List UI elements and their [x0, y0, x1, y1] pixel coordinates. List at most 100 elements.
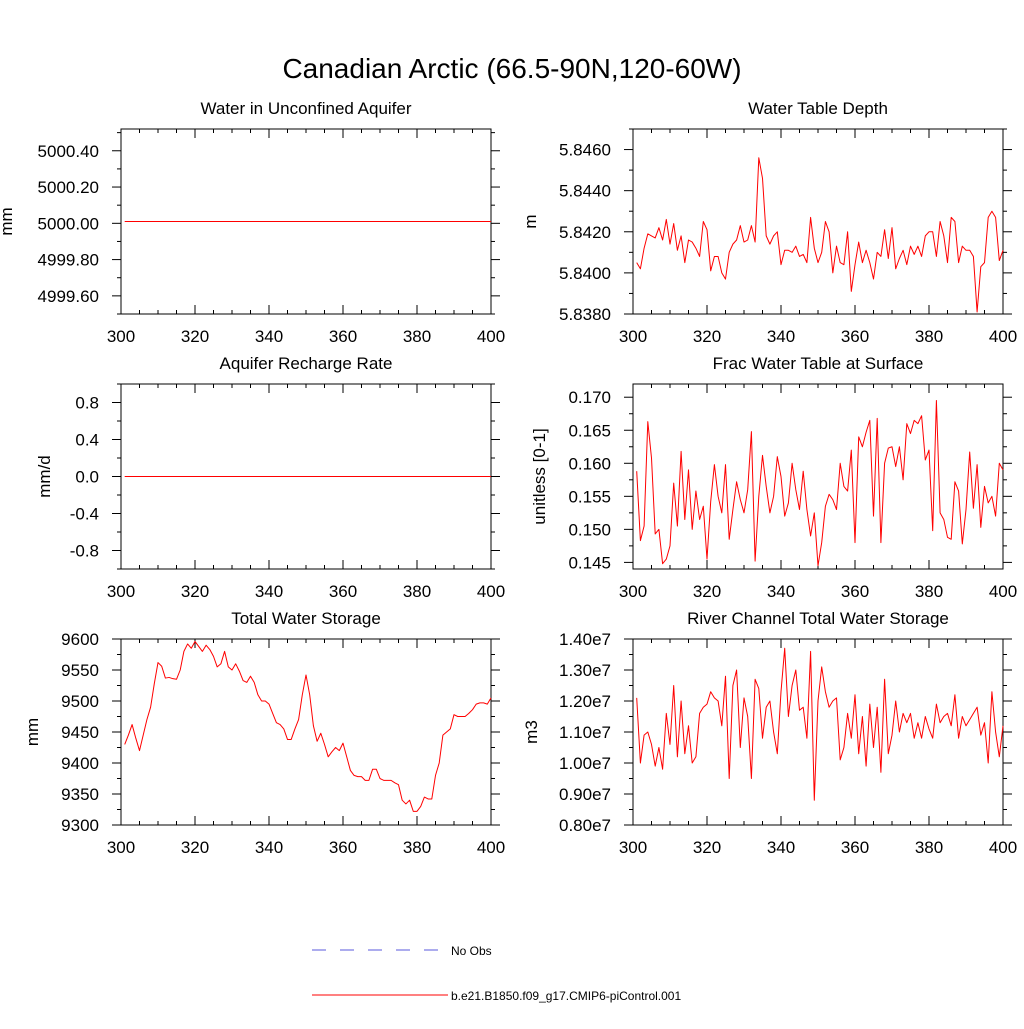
y-axis-label: unitless [0-1] — [530, 428, 549, 524]
x-tick-label: 340 — [255, 327, 283, 346]
x-tick-label: 380 — [915, 838, 943, 857]
x-tick-label: 320 — [693, 327, 721, 346]
x-tick-label: 380 — [403, 838, 431, 857]
x-tick-label: 380 — [915, 582, 943, 601]
legend-obs-label: No Obs — [451, 944, 492, 958]
y-tick-label: 5.8380 — [559, 305, 611, 324]
panel-3: Aquifer Recharge Rate mm/d 300 320 340 360 380… — [35, 354, 505, 601]
x-tick-label: 360 — [841, 327, 869, 346]
x-tick-label: 300 — [107, 838, 135, 857]
x-tick-label: 380 — [403, 327, 431, 346]
panel-title: Frac Water Table at Surface — [713, 354, 924, 373]
y-axis-label: mm — [23, 718, 42, 746]
y-tick-label: 0.150 — [568, 520, 611, 539]
y-tick-label: 4999.60 — [38, 287, 99, 306]
y-tick-label: 1.10e7 — [559, 723, 611, 742]
x-tick-label: 340 — [767, 327, 795, 346]
legend: No Obs b.e21.B1850.f09_g17.CMIP6-piContr… — [312, 944, 681, 1003]
plot-frame — [632, 638, 1004, 826]
y-tick-label: 0.8 — [75, 394, 99, 413]
x-tick-label: 320 — [181, 582, 209, 601]
series-line — [636, 647, 1004, 801]
panel-5: Total Water Storage mm 300 320 340 360 380 400 9… — [23, 609, 505, 857]
x-tick-label: 360 — [329, 582, 357, 601]
x-tick-label: 380 — [403, 582, 431, 601]
y-tick-label: -0.8 — [70, 542, 99, 561]
y-tick-label: 9300 — [61, 816, 99, 835]
panel-2: Water Table Depth m 300 320 340 360 380 400 5.83… — [521, 99, 1017, 346]
y-tick-label: 0.80e7 — [559, 816, 611, 835]
x-tick-label: 300 — [619, 838, 647, 857]
x-tick-label: 320 — [693, 582, 721, 601]
x-tick-label: 340 — [255, 582, 283, 601]
y-tick-label: 5000.00 — [38, 214, 99, 233]
x-tick-label: 400 — [989, 582, 1017, 601]
y-tick-label: 5000.40 — [38, 142, 99, 161]
y-tick-label: 5.8400 — [559, 264, 611, 283]
y-tick-label: 0.90e7 — [559, 785, 611, 804]
panels-group: Water in Unconfined Aquifer mm 300 320 340 36… — [0, 99, 1017, 857]
y-tick-label: 0.170 — [568, 388, 611, 407]
y-tick-label: -0.4 — [70, 505, 99, 524]
y-axis-label: m3 — [522, 720, 541, 744]
y-tick-label: 9600 — [61, 630, 99, 649]
panel-title: River Channel Total Water Storage — [687, 609, 949, 628]
y-tick-label: 5000.20 — [38, 178, 99, 197]
panel-title: Total Water Storage — [231, 609, 381, 628]
x-tick-label: 340 — [767, 838, 795, 857]
x-tick-label: 300 — [619, 582, 647, 601]
y-tick-label: 0.0 — [75, 468, 99, 487]
y-tick-label: 1.20e7 — [559, 692, 611, 711]
series-line — [636, 157, 1004, 313]
y-tick-label: 9500 — [61, 692, 99, 711]
plot-frame — [120, 638, 492, 826]
x-tick-label: 400 — [989, 327, 1017, 346]
y-tick-label: 1.00e7 — [559, 754, 611, 773]
x-tick-label: 300 — [107, 327, 135, 346]
y-tick-label: 1.30e7 — [559, 661, 611, 680]
panel-1: Water in Unconfined Aquifer mm 300 320 340 36… — [0, 99, 505, 346]
series-line — [636, 400, 1004, 567]
y-tick-label: 0.165 — [568, 421, 611, 440]
series-line — [124, 640, 492, 812]
y-tick-label: 9350 — [61, 785, 99, 804]
y-axis-label: mm/d — [35, 455, 54, 498]
x-tick-label: 400 — [477, 327, 505, 346]
legend-model-label: b.e21.B1850.f09_g17.CMIP6-piControl.001 — [451, 989, 681, 1003]
x-tick-label: 300 — [619, 327, 647, 346]
y-tick-label: 0.155 — [568, 487, 611, 506]
x-tick-label: 400 — [989, 838, 1017, 857]
y-tick-label: 5.8440 — [559, 182, 611, 201]
y-tick-label: 9450 — [61, 723, 99, 742]
x-tick-label: 400 — [477, 582, 505, 601]
plot-frame — [632, 128, 1004, 315]
x-tick-label: 360 — [841, 582, 869, 601]
x-tick-label: 340 — [767, 582, 795, 601]
panel-title: Water in Unconfined Aquifer — [200, 99, 411, 118]
y-tick-label: 0.160 — [568, 454, 611, 473]
panel-4: Frac Water Table at Surface unitless [0-1… — [530, 354, 1017, 601]
y-axis-label: m — [521, 214, 540, 228]
x-tick-label: 320 — [181, 838, 209, 857]
x-tick-label: 320 — [693, 838, 721, 857]
x-tick-label: 380 — [915, 327, 943, 346]
y-tick-label: 0.145 — [568, 553, 611, 572]
x-tick-label: 360 — [329, 327, 357, 346]
figure-title: Canadian Arctic (66.5-90N,120-60W) — [282, 53, 741, 84]
y-tick-label: 1.40e7 — [559, 630, 611, 649]
y-tick-label: 9550 — [61, 661, 99, 680]
y-tick-label: 5.8420 — [559, 223, 611, 242]
x-tick-label: 400 — [477, 838, 505, 857]
panel-title: Aquifer Recharge Rate — [220, 354, 393, 373]
y-axis-label: mm — [0, 207, 16, 235]
y-tick-label: 9400 — [61, 754, 99, 773]
x-tick-label: 340 — [255, 838, 283, 857]
x-tick-label: 360 — [841, 838, 869, 857]
y-tick-label: 4999.80 — [38, 251, 99, 270]
panel-6: River Channel Total Water Storage m3 300 32… — [522, 609, 1017, 857]
y-tick-label: 5.8460 — [559, 141, 611, 160]
x-tick-label: 300 — [107, 582, 135, 601]
x-tick-label: 360 — [329, 838, 357, 857]
